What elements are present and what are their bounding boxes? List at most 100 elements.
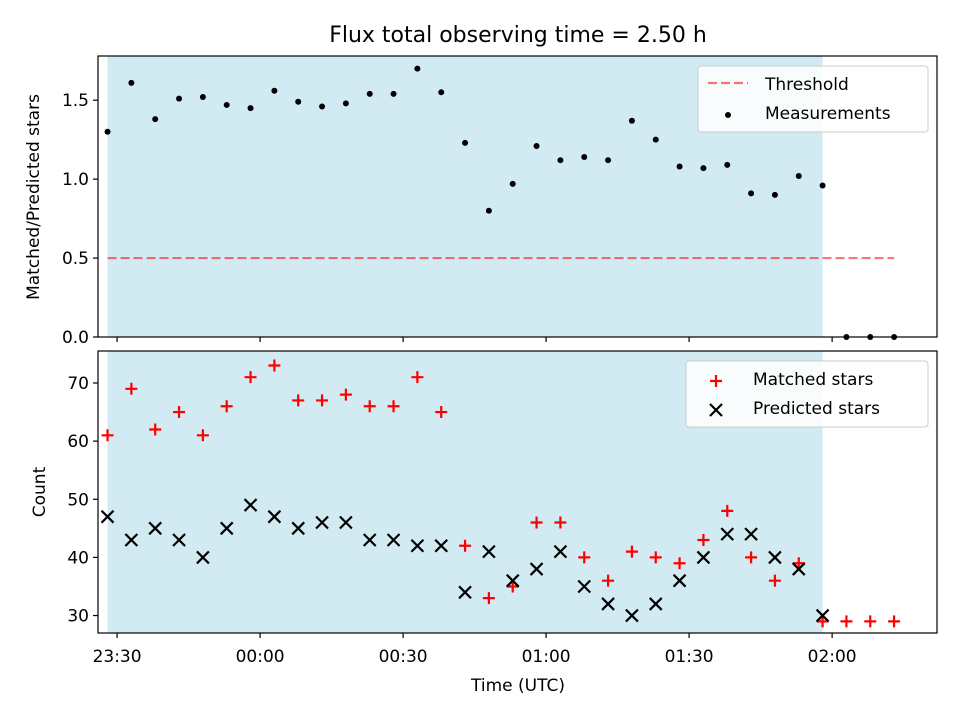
predicted-point [434,539,449,553]
matched-point [125,382,138,395]
matched-point [840,615,853,628]
matched-point [316,394,329,407]
measurement-point [748,190,755,197]
predicted-point [410,539,425,553]
matched-point [721,504,734,517]
top-y-tick-label: 0.5 [62,249,89,269]
measurement-point [414,65,421,72]
matched-point [387,400,400,413]
top-y-tick-label: 1.0 [62,170,89,190]
measurement-point [485,207,492,214]
predicted-point [172,533,186,547]
measurement-point [652,136,659,143]
measurement-point [724,161,731,168]
predicted-point [577,579,592,594]
predicted-point [291,521,305,536]
matched-point [697,533,710,546]
matched-point [649,551,662,564]
matched-point [745,551,758,564]
matched-point [625,545,638,558]
matched-point [864,615,877,628]
predicted-point [315,515,329,530]
matched-point [578,551,591,564]
x-tick-label: 23:30 [93,647,142,667]
predicted-point [124,533,139,547]
measurement-point [295,98,302,105]
matched-point [816,615,829,628]
bottom-y-tick-label: 30 [67,607,89,627]
matched-point [530,516,543,529]
top-y-tick-label: 1.5 [62,91,89,111]
measurement-point [605,157,612,164]
bottom-y-axis-label: Count [30,466,50,517]
predicted-point [815,608,830,623]
bottom-y-tick-label: 70 [67,374,89,394]
predicted-point [768,550,782,565]
top-legend-label: Measurements [765,104,891,124]
matched-point [363,400,376,413]
predicted-point [625,608,639,623]
measurement-point [104,128,111,135]
measurement-point [700,165,707,172]
matched-point [196,429,209,442]
measurement-point [128,79,135,86]
predicted-point [720,527,735,541]
measurement-point [676,163,683,170]
measurement-point [390,90,397,97]
predicted-point [601,597,615,611]
matched-point [268,359,281,372]
measurement-point [223,101,230,108]
bottom-plot-panel: 30 40 50 60 70 Matched stars Predicted stars 23… [67,350,938,667]
chart-title: Flux total observing time = 2.50 h [329,23,707,48]
predicted-point [553,544,568,559]
matched-point [459,539,472,552]
bottom-y-tick-label: 50 [67,490,89,510]
top-legend: Threshold Measurements [697,65,929,133]
measurement-point [581,154,588,161]
x-tick-label: 00:00 [236,647,285,667]
measurement-point [319,103,326,110]
measurement-point [795,172,802,179]
predicted-point [386,533,401,547]
measurement-point [462,139,469,146]
top-y-axis-label: Matched/Predicted stars [24,94,44,300]
matched-point [602,574,615,587]
predicted-point [339,515,353,530]
top-legend-label: Threshold [764,75,849,95]
measurement-point [271,87,278,94]
bottom-legend-label: Matched stars [753,370,873,390]
matched-point [554,516,567,529]
bottom-y-tick-label: 60 [67,432,89,452]
matched-point [149,423,162,436]
matched-point [220,400,233,413]
predicted-point [458,585,472,600]
measurement-point [438,89,445,96]
x-tick-label: 02:00 [808,647,857,667]
predicted-point [243,498,258,512]
predicted-point [648,597,663,611]
bottom-legend: Matched stars Predicted stars [685,360,929,428]
measurement-point [509,180,516,187]
top-legend-box [697,65,929,133]
top-plot-panel: 0.0 0.5 1.0 1.5 Threshold Measurements [62,55,938,348]
matched-point [888,615,901,628]
x-axis-label: Time (UTC) [470,676,565,696]
legend-predicted-swatch [709,403,723,417]
predicted-point [696,550,711,565]
matched-point [673,557,686,570]
matched-point [411,371,424,384]
predicted-point [219,521,234,536]
measurement-point [152,116,159,123]
measurement-point [199,94,206,101]
matched-point [101,429,114,442]
matched-point [768,574,781,587]
predicted-point [148,521,162,536]
top-y-tick-label: 0.0 [62,328,89,348]
top-axes-frame [97,55,938,338]
measurement-point [819,182,826,189]
measurement-point [557,157,564,164]
x-tick-label: 00:30 [379,647,428,667]
bottom-y-tick-label: 40 [67,548,89,568]
measurement-point [366,90,373,97]
